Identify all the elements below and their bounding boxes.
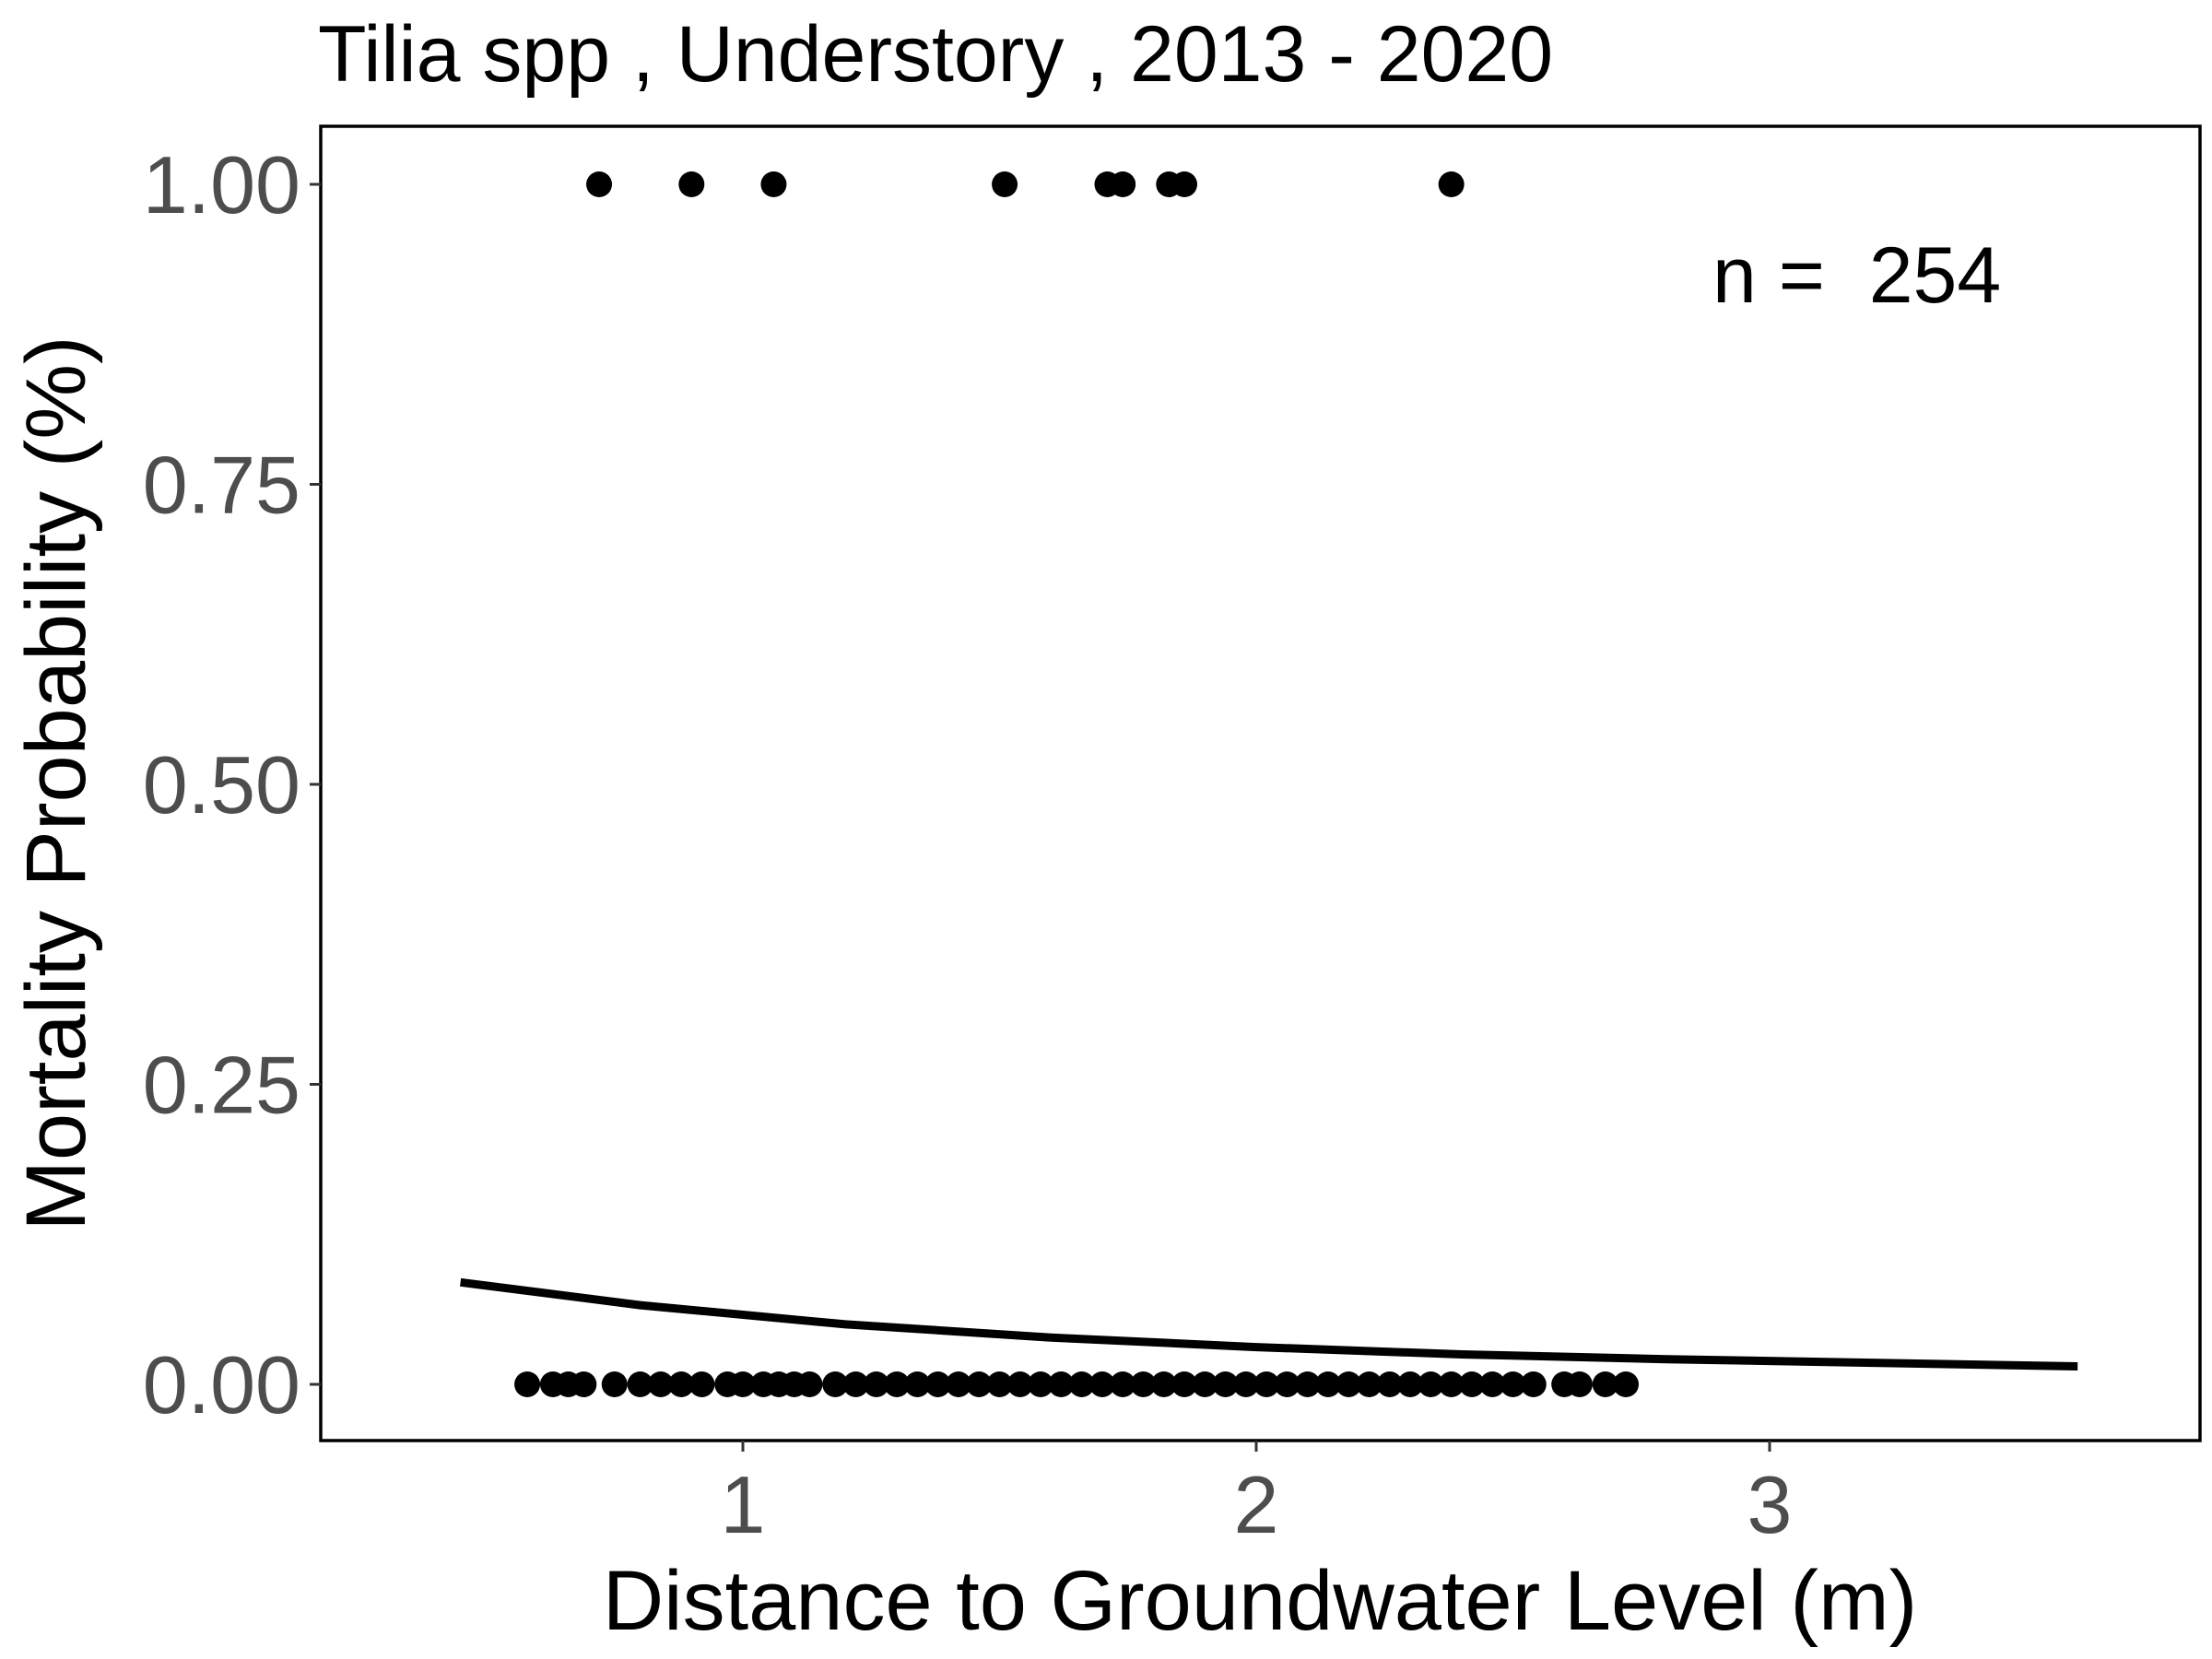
x-tick-label: 1 — [721, 1459, 766, 1550]
data-point — [863, 1371, 889, 1397]
data-point — [904, 1371, 931, 1397]
y-tick-label: 0.50 — [143, 739, 300, 830]
data-point — [1314, 1371, 1341, 1397]
data-point — [986, 1371, 1013, 1397]
data-point — [668, 1371, 695, 1397]
data-point — [1294, 1371, 1321, 1397]
data-point — [1150, 1371, 1177, 1397]
data-point — [1171, 171, 1198, 197]
data-point — [822, 1371, 849, 1397]
data-point — [1438, 1371, 1465, 1397]
data-point — [1110, 1371, 1136, 1397]
data-point — [1479, 1371, 1506, 1397]
data-point — [924, 1371, 951, 1397]
data-point — [688, 1371, 715, 1397]
data-point — [571, 1371, 597, 1397]
sample-size-annotation: n = 254 — [1712, 231, 2001, 320]
data-point — [1613, 1371, 1640, 1397]
data-point — [1397, 1371, 1424, 1397]
data-point — [1006, 1371, 1033, 1397]
data-point — [966, 1371, 993, 1397]
data-point — [796, 1371, 823, 1397]
fitted-curve — [460, 1277, 2078, 1371]
data-point — [1171, 1371, 1198, 1397]
data-point — [1520, 1371, 1547, 1397]
data-point — [1088, 1371, 1115, 1397]
data-point — [1253, 1371, 1280, 1397]
data-point — [678, 171, 705, 197]
x-axis-label: Distance to Groundwater Level (m) — [603, 1554, 1918, 1648]
x-axis: 1 2 3 — [721, 1441, 1793, 1550]
data-point — [1376, 1371, 1403, 1397]
data-point — [1192, 1371, 1218, 1397]
y-tick-label: 1.00 — [143, 139, 300, 230]
x-tick-label: 3 — [1747, 1459, 1793, 1550]
data-point — [1232, 1371, 1259, 1397]
data-points — [514, 171, 1640, 1397]
data-point — [730, 1371, 756, 1397]
data-point — [586, 171, 613, 197]
y-tick-label: 0.75 — [143, 440, 300, 531]
data-point — [601, 1371, 628, 1397]
y-axis: 0.00 0.25 0.50 0.75 1.00 — [143, 139, 321, 1430]
data-point — [1130, 1371, 1157, 1397]
x-tick-label: 2 — [1234, 1459, 1279, 1550]
data-point — [884, 1371, 911, 1397]
data-point — [1110, 171, 1136, 197]
data-point — [1438, 171, 1465, 197]
data-point — [992, 171, 1018, 197]
y-tick-label: 0.00 — [143, 1339, 300, 1430]
data-point — [1068, 1371, 1095, 1397]
data-point — [647, 1371, 674, 1397]
data-point — [1500, 1371, 1526, 1397]
data-point — [1566, 1371, 1593, 1397]
data-point — [1356, 1371, 1382, 1397]
data-point — [1335, 1371, 1362, 1397]
data-point — [1028, 1371, 1054, 1397]
plot-panel — [319, 124, 2202, 1442]
chart-title: Tilia spp , Understory , 2013 - 2020 — [318, 10, 1553, 99]
data-point — [1418, 1371, 1444, 1397]
data-point — [760, 171, 787, 197]
data-point — [945, 1371, 971, 1397]
y-axis-label: Mortality Probability (%) — [9, 335, 103, 1230]
data-point — [514, 1371, 541, 1397]
data-point — [1458, 1371, 1485, 1397]
data-point — [1274, 1371, 1300, 1397]
data-point — [1212, 1371, 1239, 1397]
data-point — [1048, 1371, 1075, 1397]
data-point — [842, 1371, 869, 1397]
data-point — [1592, 1371, 1618, 1397]
y-tick-label: 0.25 — [143, 1040, 300, 1131]
data-point — [627, 1371, 653, 1397]
